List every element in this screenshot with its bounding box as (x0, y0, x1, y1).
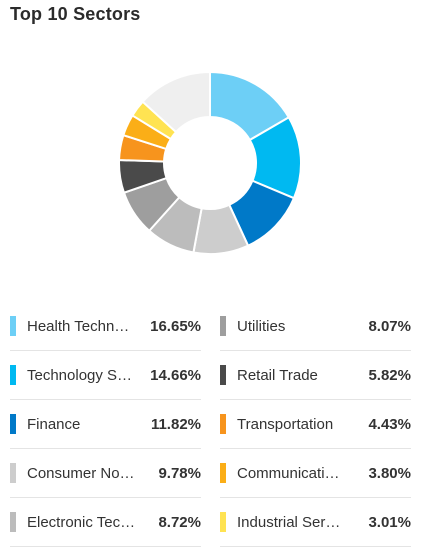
legend-swatch (220, 512, 226, 532)
legend-item[interactable]: Consumer No… 9.78% (10, 449, 201, 498)
legend-item[interactable]: Technology S… 14.66% (10, 351, 201, 400)
legend-swatch (220, 316, 226, 336)
legend-value: 14.66% (150, 366, 201, 384)
legend-item[interactable]: Health Techn… 16.65% (10, 302, 201, 351)
legend-label: Electronic Tec… (27, 513, 136, 531)
legend-value: 16.65% (150, 317, 201, 335)
legend-item[interactable]: Electronic Tec… 8.72% (10, 498, 201, 547)
legend-item[interactable]: Finance 11.82% (10, 400, 201, 449)
legend-swatch (10, 463, 16, 483)
legend-swatch (10, 414, 16, 434)
legend-label: Finance (27, 415, 81, 433)
legend-value: 9.78% (158, 464, 201, 482)
legend-label: Consumer No… (27, 464, 135, 482)
legend-swatch (10, 512, 16, 532)
legend-item[interactable]: Communicati… 3.80% (220, 449, 411, 498)
donut-chart (118, 70, 302, 255)
legend-label: Health Techn… (27, 317, 130, 335)
legend-label: Retail Trade (237, 366, 318, 384)
legend-column-right: Utilities 8.07% Retail Trade 5.82% Trans… (220, 302, 411, 547)
legend-value: 3.01% (368, 513, 411, 531)
legend-swatch (220, 463, 226, 483)
legend-label: Technology S… (27, 366, 133, 384)
legend-value: 3.80% (368, 464, 411, 482)
legend-swatch (220, 365, 226, 385)
legend-label: Industrial Ser… (237, 513, 341, 531)
donut-slice-remainder[interactable] (141, 70, 211, 134)
legend-swatch (10, 365, 16, 385)
legend-label: Utilities (237, 317, 286, 335)
legend-item[interactable]: Retail Trade 5.82% (220, 351, 411, 400)
chart-title: Top 10 Sectors (10, 4, 141, 24)
legend-label: Transportation (237, 415, 334, 433)
legend-value: 11.82% (150, 415, 201, 433)
legend-column-left: Health Techn… 16.65% Technology S… 14.66… (10, 302, 201, 547)
legend-item[interactable]: Transportation 4.43% (220, 400, 411, 449)
legend-swatch (220, 414, 226, 434)
legend-value: 4.43% (368, 415, 411, 433)
legend-value: 5.82% (368, 366, 411, 384)
legend-item[interactable]: Utilities 8.07% (220, 302, 411, 351)
legend-value: 8.72% (158, 513, 201, 531)
legend-value: 8.07% (368, 317, 411, 335)
legend-item[interactable]: Industrial Ser… 3.01% (220, 498, 411, 547)
legend-label: Communicati… (237, 464, 340, 482)
legend-swatch (10, 316, 16, 336)
